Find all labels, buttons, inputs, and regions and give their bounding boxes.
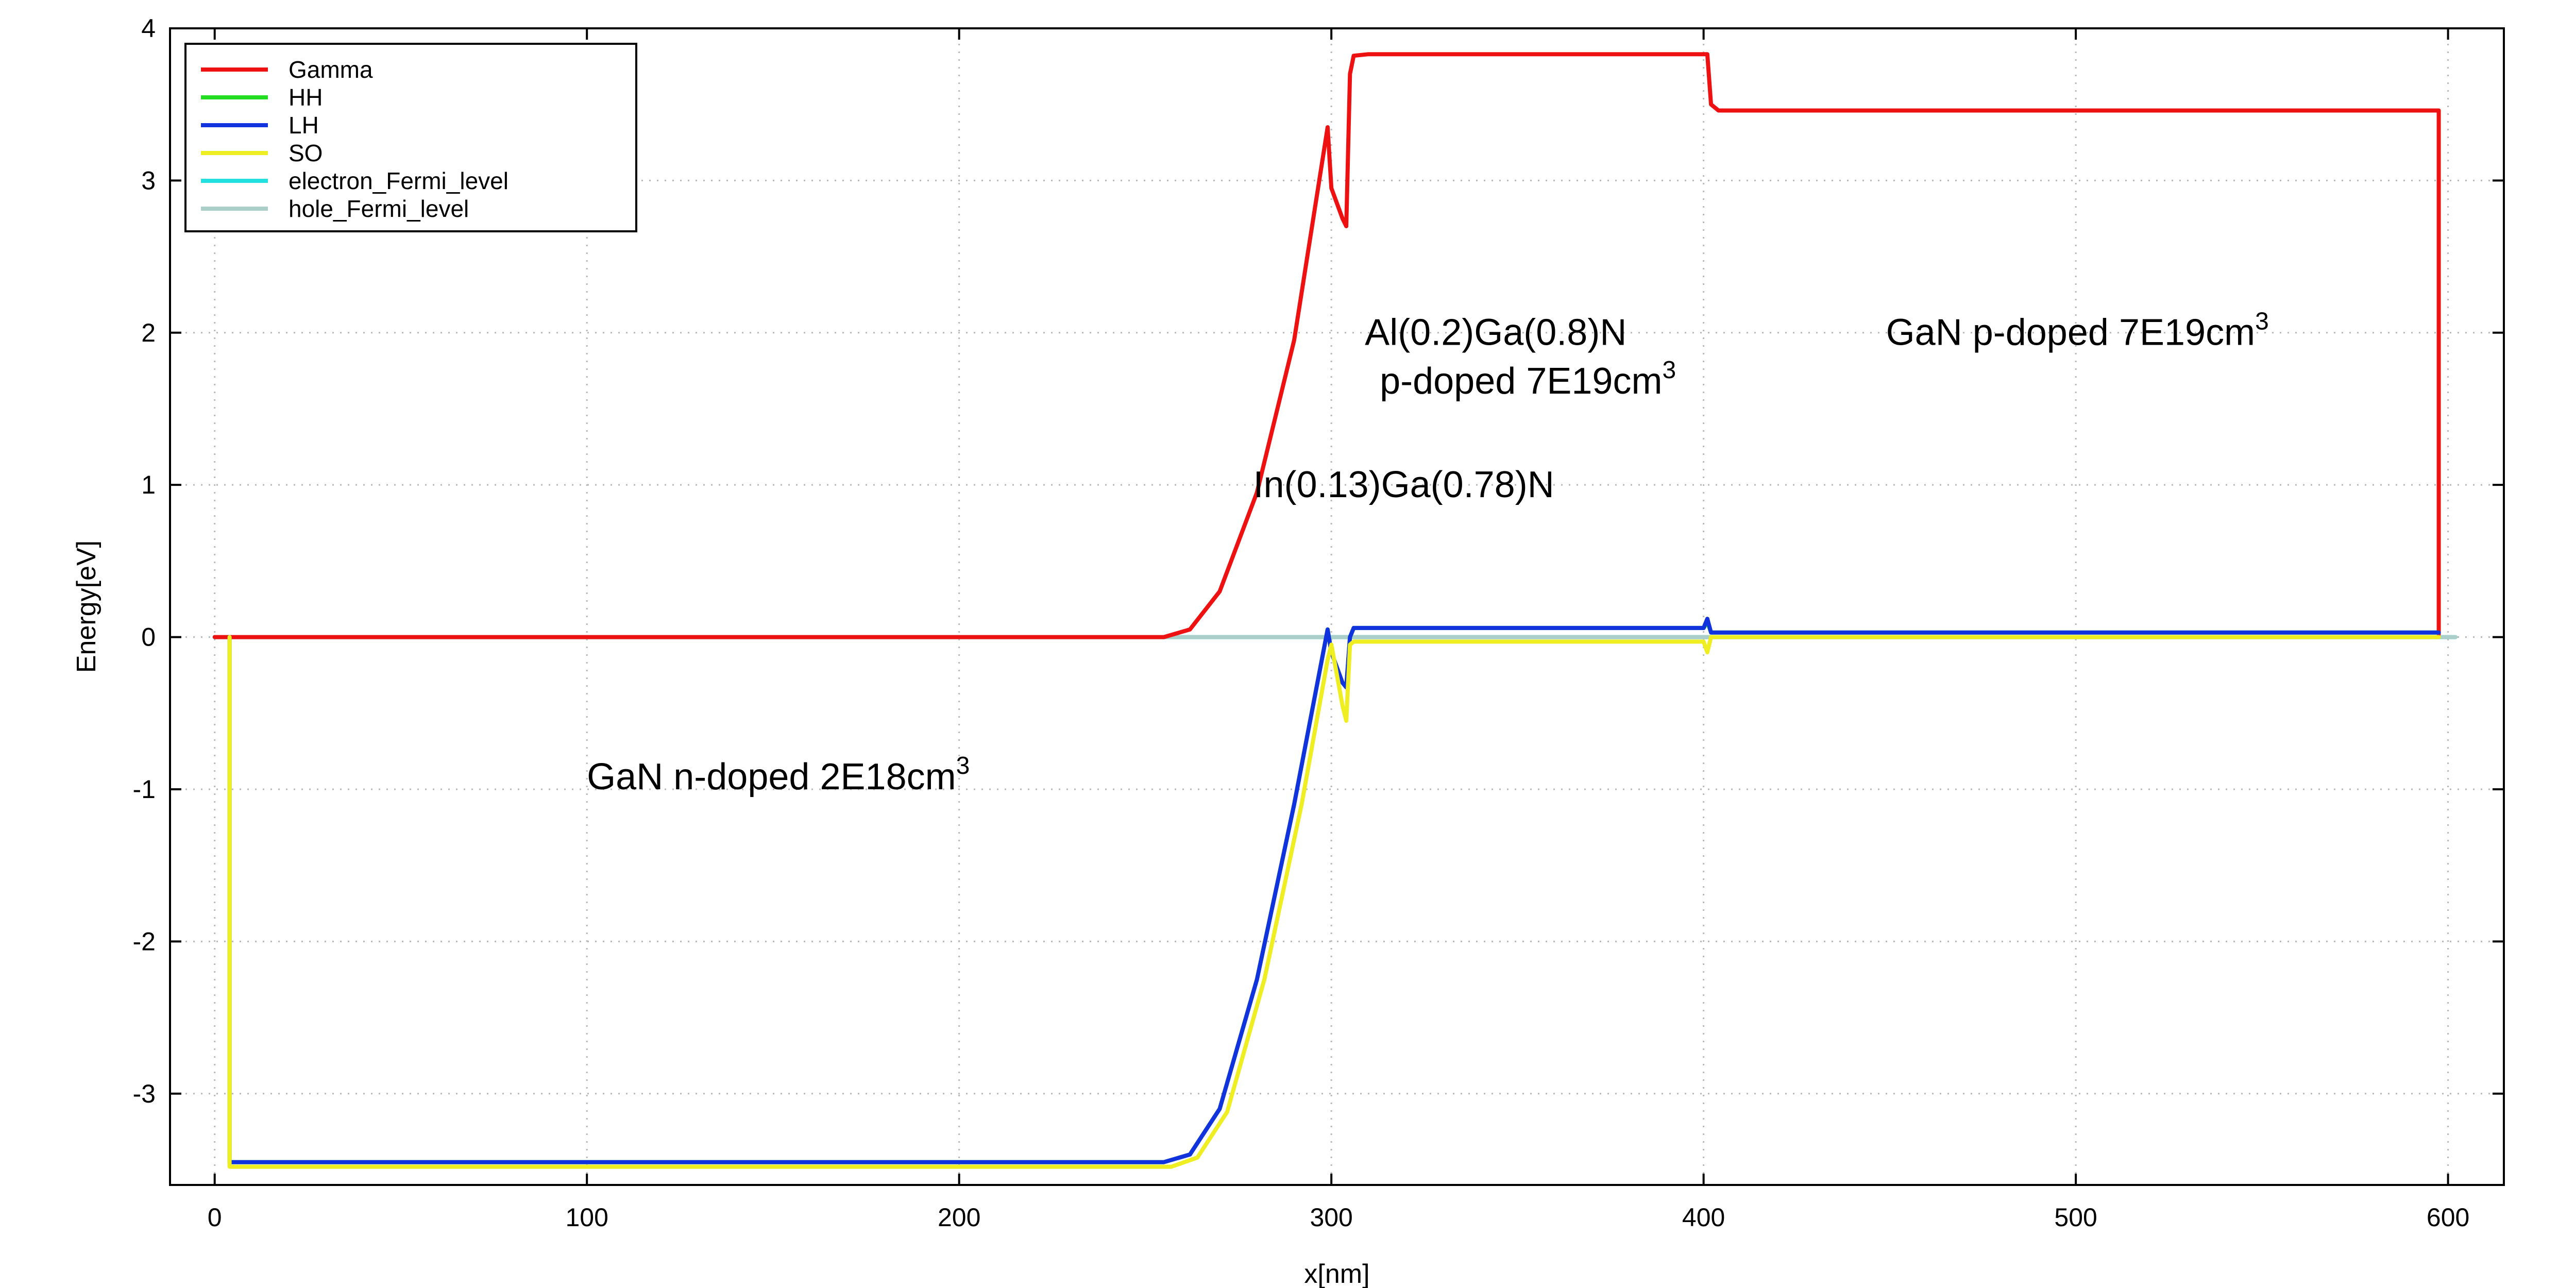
x-tick-label: 0 [208, 1203, 222, 1232]
x-tick-label: 200 [938, 1203, 980, 1232]
x-tick-label: 300 [1310, 1203, 1352, 1232]
y-tick-label: 2 [141, 318, 156, 347]
y-tick-label: 1 [141, 470, 156, 499]
region-annotation: Al(0.2)Ga(0.8)N [1365, 312, 1626, 353]
series-so [227, 635, 2441, 1169]
y-tick-label: -2 [133, 927, 156, 956]
annotation-superscript: 3 [1662, 357, 1676, 384]
annotation-superscript: 3 [2255, 308, 2269, 335]
series-gamma [212, 52, 2441, 639]
plot-frame [169, 27, 2505, 1186]
y-tick-label: -1 [133, 775, 156, 804]
legend-label: electron_Fermi_level [289, 167, 509, 194]
x-tick-label: 500 [2054, 1203, 2097, 1232]
annotation-superscript: 3 [956, 752, 970, 779]
series-lh [227, 617, 2441, 1164]
legend: GammaHHLHSOelectron_Fermi_levelhole_Ferm… [184, 43, 637, 232]
y-tick-label: 0 [141, 623, 156, 652]
region-annotations: GaN n-doped 2E18cm3 In(0.13)Ga(0.78)N Al(0… [587, 308, 2269, 798]
x-tick-label: 600 [2427, 1203, 2469, 1232]
axis-tick-labels: 0 100 200 300 400 500 600 4 3 2 1 0 -1 -2 -3 [133, 14, 2470, 1232]
legend-label: LH [289, 112, 319, 139]
region-annotation: GaN n-doped 2E18cm3 [587, 752, 970, 798]
x-tick-label: 100 [565, 1203, 608, 1232]
legend-box [184, 43, 637, 232]
y-axis-label: Energy[eV] [72, 540, 101, 673]
legend-label: SO [289, 140, 323, 166]
series-hh [227, 620, 2441, 1164]
y-tick-label: -3 [133, 1079, 156, 1108]
legend-label: HH [289, 84, 323, 111]
region-annotation: p-doped 7E19cm3 [1380, 357, 1676, 402]
y-tick-label: 4 [141, 14, 156, 43]
legend-label: Gamma [289, 56, 373, 83]
y-tick-label: 3 [141, 166, 156, 195]
legend-label: hole_Fermi_level [289, 195, 469, 222]
series-lines [212, 52, 2458, 1169]
axis-ticks [170, 27, 2504, 1185]
x-axis-label: x[nm] [1304, 1259, 1369, 1288]
x-tick-label: 400 [1682, 1203, 1725, 1232]
region-annotation: GaN p-doped 7E19cm3 [1886, 308, 2269, 353]
region-annotation: In(0.13)Ga(0.78)N [1253, 464, 1554, 505]
